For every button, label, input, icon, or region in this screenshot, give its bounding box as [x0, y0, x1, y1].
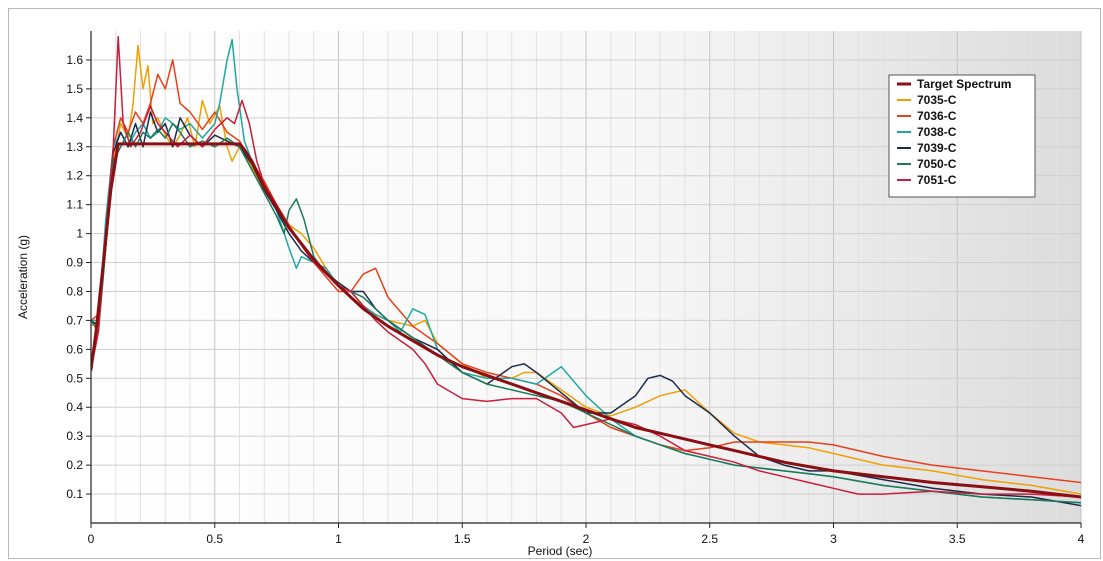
spectrum-chart: 0.1 0.2 0.3 0.4 0.5 0.6 0.7 0.8 0.9 1 1.1 1.2 1.3 1.4…: [16, 31, 1085, 558]
y-tick-label: 1.2: [66, 169, 83, 183]
y-tick-label: 0.5: [66, 371, 83, 385]
x-tick-label: 3.5: [949, 532, 966, 546]
legend: Target Spectrum 7035-C 7036-C 7038-C 7039-C 7…: [888, 74, 1036, 198]
x-tick-label: 0: [88, 532, 95, 546]
y-tick-label: 0.7: [66, 313, 83, 327]
y-tick-label: 0.6: [66, 342, 83, 356]
y-tick-label: 0.3: [66, 429, 83, 443]
grid: [90, 31, 1082, 523]
axes: 0.1 0.2 0.3 0.4 0.5 0.6 0.7 0.8 0.9 1 1.1 1.2 1.3 1.4…: [66, 31, 1085, 546]
x-tick-label: 3: [830, 532, 837, 546]
series-line-target-spectrum: [91, 142, 1081, 499]
legend-label: 7036-C: [917, 109, 957, 123]
series-lines: [91, 36, 1081, 507]
x-tick-label: 2.5: [701, 532, 718, 546]
legend-label: Target Spectrum: [917, 77, 1011, 91]
series-line-7036-c: [91, 59, 1081, 484]
y-tick-label: 1: [76, 227, 83, 241]
y-tick-label: 1.4: [66, 111, 83, 125]
y-tick-label: 1.5: [66, 82, 83, 96]
legend-label: 7050-C: [917, 157, 957, 171]
y-tick-label: 1.3: [66, 140, 83, 154]
y-tick-label: 1.1: [66, 198, 83, 212]
x-tick-label: 0.5: [206, 532, 223, 546]
x-tick-label: 1.5: [454, 532, 471, 546]
legend-label: 7039-C: [917, 141, 957, 155]
legend-label: 7035-C: [917, 93, 957, 107]
y-axis-title: Acceleration (g): [16, 235, 30, 319]
legend-box: [888, 74, 1036, 198]
x-tick-label: 4: [1078, 532, 1085, 546]
y-tick-label: 0.1: [66, 487, 83, 501]
y-tick-label: 0.2: [66, 458, 83, 472]
x-tick-label: 1: [335, 532, 342, 546]
legend-label: 7051-C: [917, 173, 957, 187]
x-tick-label: 2: [583, 532, 590, 546]
legend-label: 7038-C: [917, 125, 957, 139]
y-tick-label: 0.8: [66, 284, 83, 298]
y-tick-label: 1.6: [66, 53, 83, 67]
y-tick-label: 0.4: [66, 400, 83, 414]
x-axis-title: Period (sec): [528, 544, 593, 558]
chart-frame: 0.1 0.2 0.3 0.4 0.5 0.6 0.7 0.8 0.9 1 1.1 1.2 1.3 1.4…: [8, 8, 1101, 559]
y-tick-label: 0.9: [66, 256, 83, 270]
